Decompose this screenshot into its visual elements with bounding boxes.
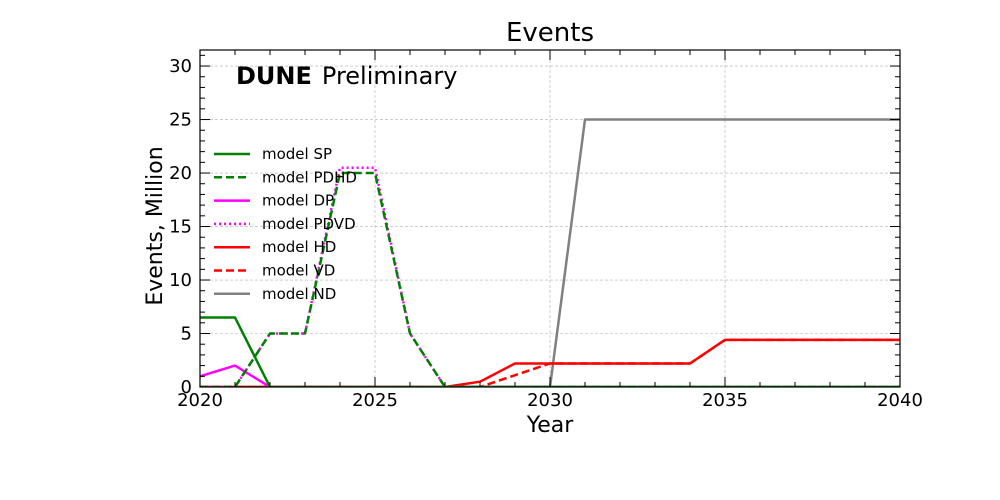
- y-tick-label: 20: [169, 163, 192, 184]
- series-line-model-nd: [200, 118, 900, 387]
- y-axis-label: Events, Million: [143, 146, 168, 305]
- legend-label: model DP: [262, 192, 334, 210]
- series-line-model-hd: [200, 338, 900, 387]
- x-tick-label: 2020: [177, 390, 223, 411]
- dune-preliminary-annotation: DUNE Preliminary: [236, 62, 457, 90]
- legend-label: model ND: [262, 285, 336, 303]
- y-tick-label: 15: [169, 217, 192, 238]
- preliminary-label: Preliminary: [322, 62, 458, 90]
- legend-label: model VD: [262, 262, 335, 280]
- y-tick-label: 25: [169, 110, 192, 131]
- dune-label: DUNE: [236, 62, 312, 90]
- y-tick-label: 30: [169, 56, 192, 77]
- legend-label: model HD: [262, 238, 336, 256]
- legend: model SP model PDHD model DP model PDVD mode…: [214, 145, 357, 303]
- series-line-model-pdvd: [200, 166, 900, 387]
- y-tick-label: 10: [169, 270, 192, 291]
- x-tick-label: 2035: [702, 390, 748, 411]
- y-tick-label: 5: [181, 324, 192, 345]
- y-tick-label: 0: [181, 377, 192, 398]
- plot-area: [200, 118, 900, 387]
- legend-label: model SP: [262, 145, 332, 163]
- legend-label: model PDHD: [262, 168, 357, 186]
- x-axis-label: Year: [526, 413, 575, 438]
- x-tick-label: 2030: [527, 390, 573, 411]
- legend-label: model PDVD: [262, 215, 356, 233]
- x-tick-label: 2025: [352, 390, 398, 411]
- chart-title: Events: [506, 18, 594, 48]
- x-tick-label: 2040: [877, 390, 923, 411]
